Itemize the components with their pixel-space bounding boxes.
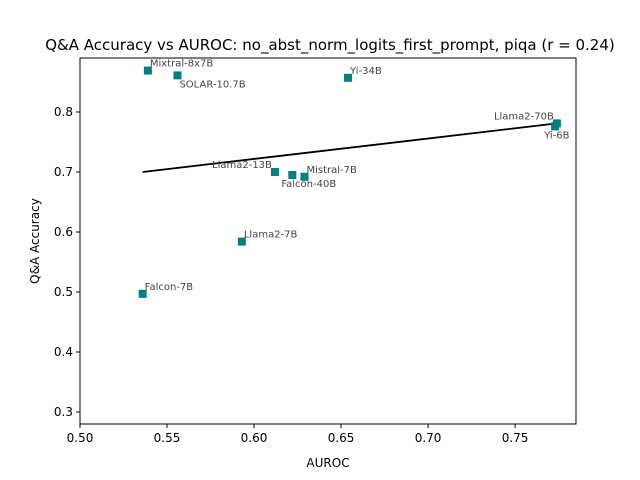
x-tick-label: 0.50 [67,431,94,445]
y-tick-label: 0.4 [54,345,73,359]
y-axis-label: Q&A Accuracy [28,198,42,284]
point-label: Yi-6B [543,130,570,141]
point-label: Mixtral-8x7B [150,59,214,70]
x-tick-label: 0.60 [241,431,268,445]
point-label: Falcon-40B [281,179,336,190]
chart-title: Q&A Accuracy vs AUROC: no_abst_norm_logi… [45,36,614,55]
data-point [288,171,297,179]
point-label: Llama2-70B [494,111,554,122]
data-point [143,66,152,75]
y-tick-label: 0.3 [54,405,73,419]
point-label: Falcon-7B [145,282,194,293]
y-tick-label: 0.5 [54,285,73,299]
x-tick-label: 0.55 [154,431,181,445]
point-label: Yi-34B [349,66,382,77]
data-point [237,237,246,246]
x-axis-label: AUROC [306,456,349,470]
trend-line [142,122,557,173]
point-label: Mistral-7B [307,165,358,176]
plot-area: Mixtral-8x7B SOLAR-10.7B Yi-34B Llama2-70B Y… [138,59,570,298]
point-label: Llama2-7B [244,230,298,241]
x-tick-label: 0.75 [502,431,529,445]
data-point [270,168,279,176]
point-label: Llama2-13B [212,160,272,171]
data-point [551,122,560,131]
y-tick-label: 0.8 [54,105,73,119]
y-tick-label: 0.7 [54,165,73,179]
plot-frame [79,57,577,425]
data-point [173,71,182,80]
data-point [138,289,147,298]
x-tick-label: 0.65 [328,431,355,445]
data-point [344,73,353,82]
y-tick-label: 0.6 [54,225,73,239]
point-label: SOLAR-10.7B [179,79,245,90]
data-point [300,172,309,181]
x-tick-label: 0.70 [415,431,442,445]
